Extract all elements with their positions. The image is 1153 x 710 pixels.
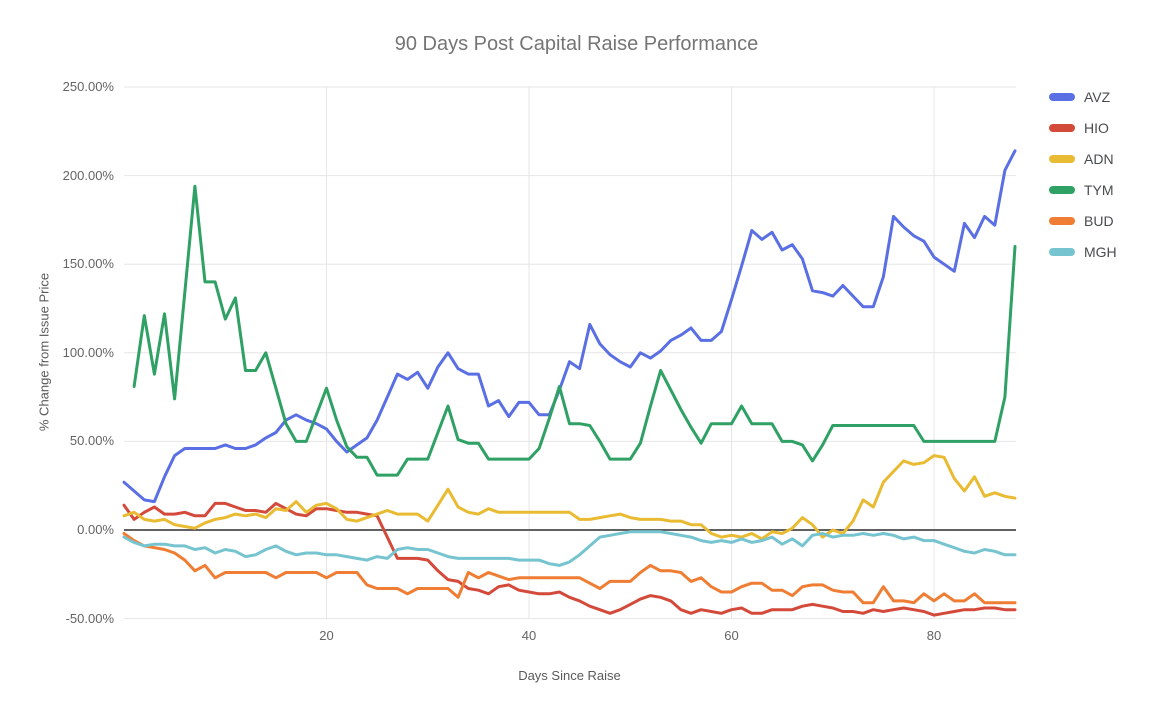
- legend-label: MGH: [1084, 243, 1117, 260]
- legend-item-adn[interactable]: ADN: [1049, 143, 1117, 174]
- legend-swatch-icon: [1049, 154, 1075, 163]
- legend: AVZ HIO ADN TYM BUD MGH: [1049, 81, 1117, 267]
- y-tick-label: 0.00%: [77, 522, 114, 537]
- legend-swatch-icon: [1049, 216, 1075, 225]
- legend-label: ADN: [1084, 150, 1114, 167]
- y-tick-label: 50.00%: [69, 433, 114, 449]
- x-tick-label: 40: [521, 628, 537, 643]
- chart-title: 90 Days Post Capital Raise Performance: [394, 33, 759, 55]
- legend-item-avz[interactable]: AVZ: [1049, 81, 1117, 112]
- legend-item-hio[interactable]: HIO: [1049, 112, 1117, 143]
- x-tick-label: 20: [319, 628, 334, 643]
- legend-swatch-icon: [1049, 247, 1075, 256]
- series-line-mgh[interactable]: [122, 530, 1017, 567]
- y-tick-label: -50.00%: [65, 610, 114, 626]
- series-line-bud[interactable]: [122, 532, 1017, 605]
- legend-item-tym[interactable]: TYM: [1049, 174, 1117, 205]
- y-tick-label: 100.00%: [62, 344, 114, 360]
- legend-item-mgh[interactable]: MGH: [1049, 236, 1117, 267]
- series-line-tym[interactable]: [132, 184, 1017, 477]
- legend-label: TYM: [1084, 181, 1114, 198]
- y-tick-label: 150.00%: [62, 256, 114, 272]
- x-axis-title: Days Since Raise: [518, 668, 621, 683]
- legend-swatch-icon: [1049, 92, 1075, 101]
- legend-item-bud[interactable]: BUD: [1049, 205, 1117, 236]
- x-tick-label: 60: [724, 628, 739, 643]
- series-line-avz[interactable]: [122, 149, 1017, 504]
- y-tick-label: 200.00%: [62, 167, 114, 183]
- legend-label: HIO: [1084, 119, 1109, 136]
- y-tick-label: 250.00%: [62, 79, 114, 94]
- series-line-hio[interactable]: [122, 501, 1017, 617]
- legend-label: AVZ: [1084, 88, 1111, 105]
- legend-swatch-icon: [1049, 123, 1075, 132]
- series-line-adn[interactable]: [122, 454, 1017, 541]
- legend-label: BUD: [1084, 212, 1114, 229]
- x-tick-label: 80: [926, 628, 942, 643]
- legend-swatch-icon: [1049, 185, 1075, 194]
